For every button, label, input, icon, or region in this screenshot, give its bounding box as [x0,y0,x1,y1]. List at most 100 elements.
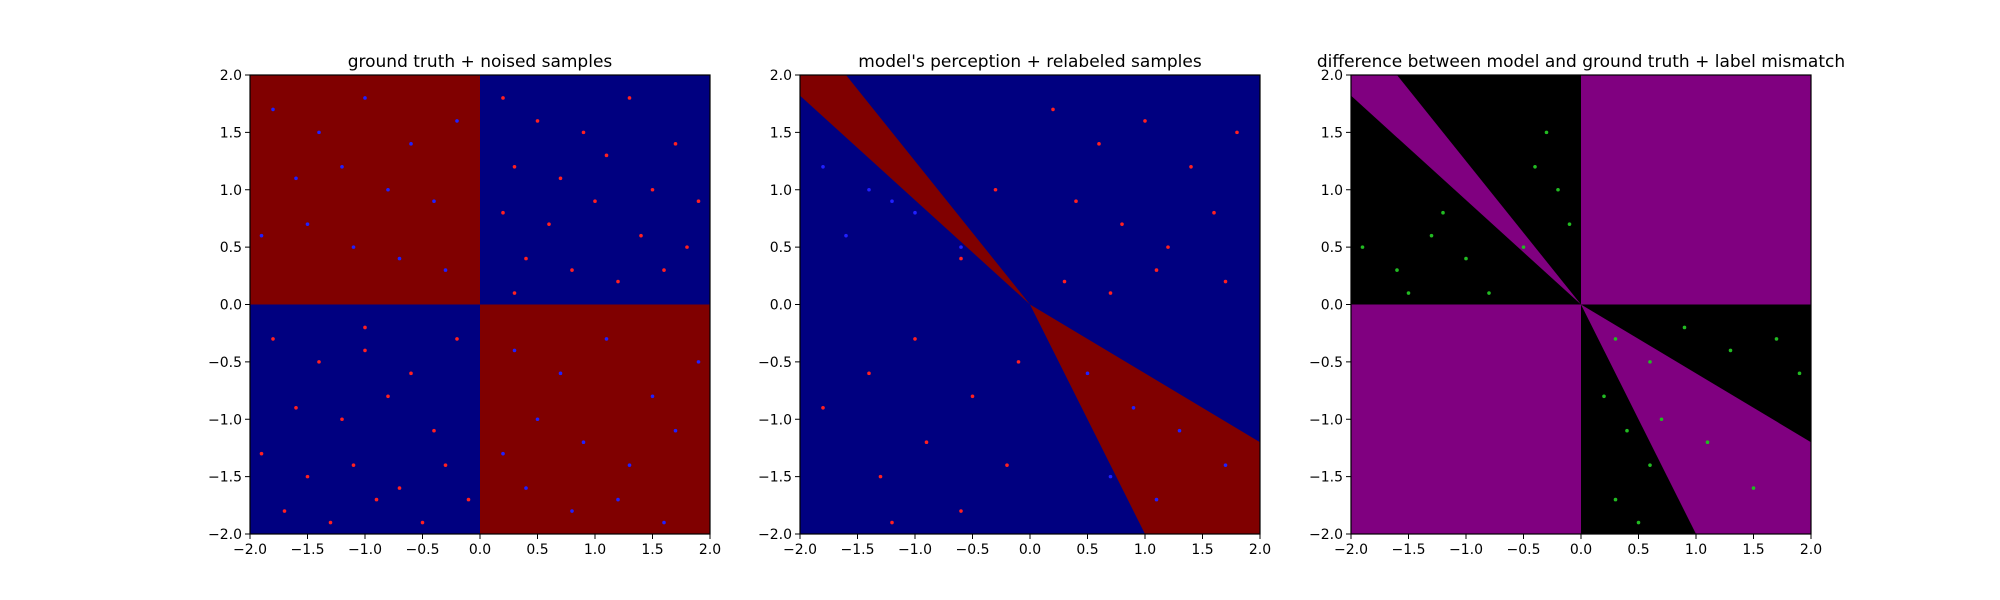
sample-point [512,165,517,169]
sample-point [317,360,321,364]
sample-point [1108,474,1113,479]
sample-point [1062,279,1067,284]
sample-point [959,245,963,249]
sample-point [685,245,689,249]
y-tick-label: 1.0 [220,183,242,199]
x-tick-label: 1.0 [584,542,606,558]
sample-point [397,486,402,490]
y-tick-label: 1.5 [220,125,242,141]
sample-point [386,394,390,399]
sample-point [627,463,632,467]
chart-panel-1: −2.0 −1.5 −1.0 −0.5 0.0 0.5 1.0 1.5 2.0 −2.0 −1.5 −… [208,52,721,558]
x-tick-label: −0.5 [956,542,990,558]
sample-point [1533,165,1537,169]
y-tick-label: −1.5 [208,470,242,486]
sample-point [662,520,666,525]
sample-point [420,520,425,525]
sample-point [867,187,871,192]
chart-panel-2: −2.0 −1.5 −1.0 −0.5 0.0 0.5 1.0 1.5 2.0 −2.0 −1.5 −… [758,52,1271,558]
sample-point [547,222,551,226]
x-tick-label: −1.5 [291,542,325,558]
decision-region [1351,304,1581,534]
sample-point [512,291,517,295]
y-tick-label: −2.0 [1309,527,1343,543]
sample-point [466,497,471,502]
x-tick-label: −0.5 [406,542,440,558]
sample-point [397,256,402,261]
x-tick-label: −2.0 [233,542,267,558]
chart-title: model's perception + relabeled samples [858,52,1202,72]
sample-point [1613,337,1618,341]
y-tick-label: −2.0 [758,527,792,543]
sample-point [1212,210,1216,215]
x-tick-label: 0.5 [526,542,548,558]
sample-point [1797,371,1802,376]
decision-region [1581,304,1811,534]
y-tick-label: −0.5 [208,355,242,371]
sample-point [1429,233,1434,238]
x-tick-label: 0.0 [1019,542,1041,558]
sample-point [328,520,333,525]
y-tick-label: −0.5 [1309,355,1343,371]
sample-point [604,153,609,158]
x-tick-label: −1.5 [1392,542,1426,558]
sample-point [305,474,310,479]
y-tick-label: 0.5 [1321,240,1343,256]
sample-point [271,107,275,112]
chart-title: difference between model and ground trut… [1317,52,1845,72]
decision-region [1581,75,1811,305]
y-tick-label: 1.5 [1321,125,1343,141]
x-tick-label: −2.0 [783,542,817,558]
sample-point [1154,268,1159,272]
sample-point [662,268,666,272]
chart-title: ground truth + noised samples [348,52,613,72]
sample-point [409,142,413,146]
sample-point [558,176,563,181]
sample-point [1005,463,1009,467]
sample-point [993,187,998,192]
decision-region [800,75,1030,305]
sample-point [1406,291,1411,295]
sample-point [570,509,574,513]
sample-point [1464,256,1468,261]
sample-point [570,268,574,272]
sample-point [878,474,883,479]
sample-point [432,199,436,204]
decision-region [1030,304,1260,534]
x-tick-label: 1.5 [641,542,663,558]
y-tick-label: 0.0 [770,298,792,314]
sample-point [501,210,505,215]
sample-point [1659,417,1664,422]
sample-point [558,371,563,376]
sample-point [650,394,655,399]
sample-point [455,119,459,123]
sample-point [1602,394,1606,399]
sample-point [890,199,894,204]
sample-point [639,233,643,238]
sample-point [443,463,448,467]
sample-point [317,130,321,135]
y-tick-label: −1.5 [758,470,792,486]
x-tick-label: −1.0 [348,542,382,558]
sample-point [821,165,825,169]
sample-point [844,233,848,238]
sample-point [1648,360,1652,364]
sample-point [1567,222,1572,226]
sample-point [1189,165,1193,169]
sample-point [650,187,655,192]
sample-point [1636,520,1641,525]
sample-point [1051,107,1055,112]
sample-point [409,371,413,376]
sample-point [959,256,963,261]
x-tick-label: −0.5 [1507,542,1541,558]
y-tick-label: 0.0 [1321,298,1343,314]
sample-point [351,245,356,249]
sample-point [1705,440,1710,445]
sample-point [890,520,894,525]
sample-point [581,130,586,135]
sample-point [294,405,298,410]
x-tick-label: −1.0 [898,542,932,558]
sample-point [616,279,620,284]
y-tick-label: 2.0 [1321,68,1343,84]
